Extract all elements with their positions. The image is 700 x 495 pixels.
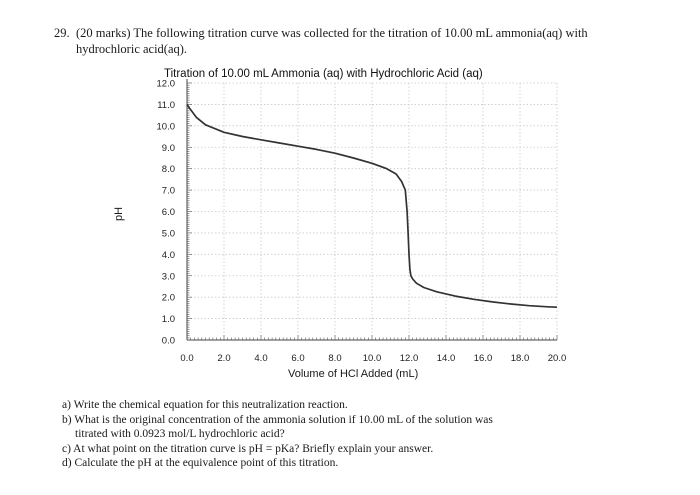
question-intro-line2: hydrochloric acid(aq). (76, 42, 188, 56)
sub-questions: a) Write the chemical equation for this … (62, 398, 642, 471)
y-tick-label: 8.0 (162, 164, 175, 175)
question-b: b) What is the original concentration of… (62, 413, 493, 426)
y-tick-label: 10.0 (157, 121, 176, 132)
y-tick-label: 1.0 (162, 314, 175, 325)
y-tick-label: 11.0 (157, 100, 175, 111)
y-tick-label: 9.0 (162, 143, 175, 154)
y-tick-label: 7.0 (162, 186, 175, 197)
x-tick-label: 4.0 (254, 353, 267, 364)
question-c: c) At what point on the titration curve … (62, 442, 434, 455)
y-tick-label: 0.0 (162, 336, 175, 347)
question-a: a) Write the chemical equation for this … (62, 399, 348, 411)
titration-curve (186, 103, 558, 309)
question-d: d) Calculate the pH at the equivalence p… (62, 457, 339, 469)
question-b-continued: titrated with 0.0923 mol/L hydrochloric … (75, 428, 285, 440)
y-tick-label: 2.0 (162, 293, 175, 304)
x-tick-label: 18.0 (511, 353, 530, 364)
x-tick-label: 6.0 (291, 353, 304, 364)
chart-title: Titration of 10.00 mL Ammonia (aq) with … (164, 68, 483, 80)
x-tick-label: 16.0 (474, 353, 493, 364)
y-tick-label: 4.0 (162, 250, 175, 261)
question-number: 29. (54, 26, 70, 40)
x-axis-label: Volume of HCl Added (mL) (288, 368, 419, 380)
question-intro-line1: (20 marks) The following titration curve… (76, 26, 588, 40)
x-tick-label: 2.0 (217, 353, 230, 364)
y-tick-label: 12.0 (157, 79, 176, 90)
y-tick-label: 5.0 (162, 228, 175, 239)
x-tick-label: 10.0 (363, 353, 382, 364)
x-tick-label: 14.0 (437, 353, 456, 364)
x-tick-label: 0.0 (180, 353, 193, 364)
x-tick-label: 8.0 (328, 353, 341, 364)
question-header: 29. (20 marks) The following titration cu… (54, 25, 654, 57)
x-tick-label: 20.0 (548, 353, 567, 364)
y-tick-label: 6.0 (162, 207, 175, 218)
y-tick-label: 3.0 (162, 271, 175, 282)
x-tick-label: 12.0 (400, 353, 419, 364)
